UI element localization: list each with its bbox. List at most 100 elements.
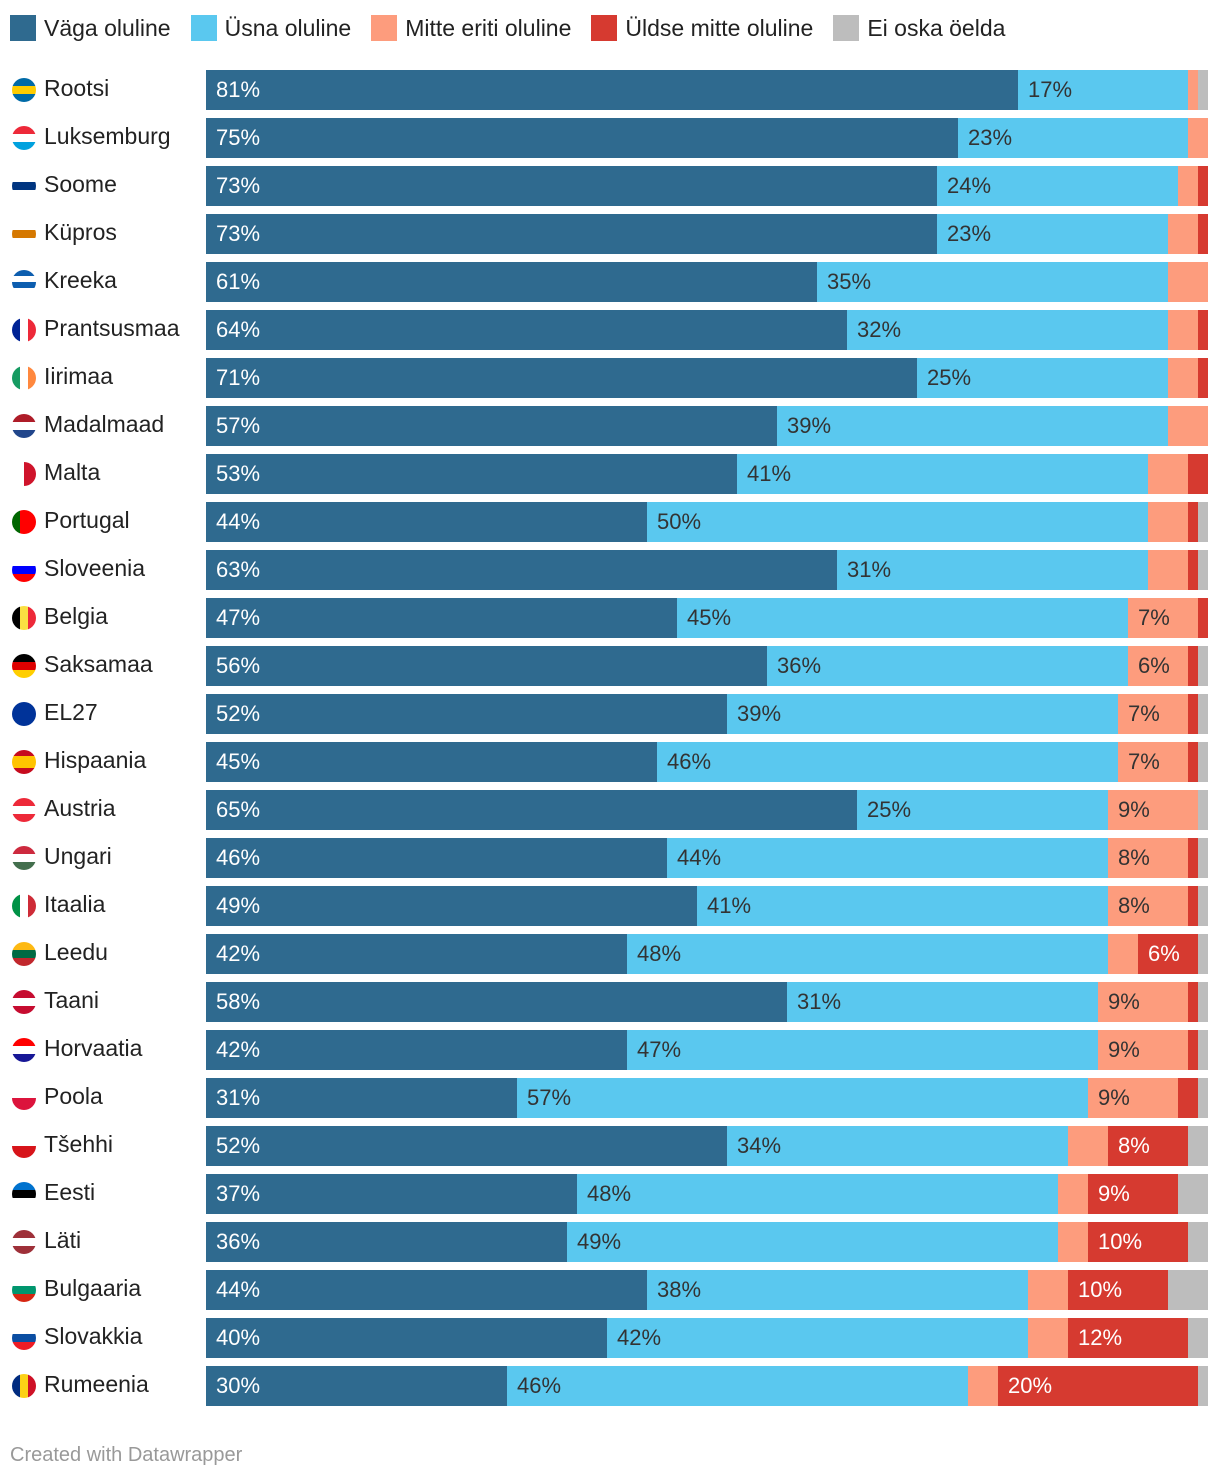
data-label: 44% bbox=[216, 1277, 261, 1302]
bar-segment bbox=[1068, 1126, 1108, 1166]
data-label: 42% bbox=[216, 1037, 261, 1062]
data-label: 52% bbox=[216, 1133, 261, 1158]
bar-row: 44% 50% bbox=[206, 502, 1208, 542]
data-label: 45% bbox=[687, 605, 732, 630]
bar-segment bbox=[1178, 166, 1198, 206]
bar-segment bbox=[647, 1270, 1028, 1310]
data-label: 73% bbox=[216, 221, 261, 246]
bar-segment bbox=[817, 262, 1168, 302]
bar-segment bbox=[1168, 1270, 1208, 1310]
bar-segment bbox=[1188, 502, 1198, 542]
bar-segment bbox=[1108, 886, 1188, 926]
bar-segment bbox=[1168, 358, 1198, 398]
flag-bulgaria-icon bbox=[12, 1278, 36, 1302]
data-label: 48% bbox=[587, 1181, 632, 1206]
bar-segment bbox=[206, 166, 937, 206]
data-label: 37% bbox=[216, 1181, 261, 1206]
bar-row: 42% 48% 6% bbox=[206, 934, 1208, 974]
bar-row: 42% 47% 9% bbox=[206, 1030, 1208, 1070]
legend-item: Väga oluline bbox=[10, 15, 171, 42]
data-label: 48% bbox=[637, 941, 682, 966]
bar-segment bbox=[206, 1174, 577, 1214]
bar-segment bbox=[1118, 742, 1188, 782]
flag-austria-icon bbox=[12, 798, 36, 822]
bar-segment bbox=[206, 1270, 647, 1310]
country-label: Malta bbox=[44, 459, 101, 485]
bar-row: 49% 41% 8% bbox=[206, 886, 1208, 926]
bar-segment bbox=[1198, 838, 1208, 878]
bar-segment bbox=[1188, 838, 1198, 878]
data-label: 31% bbox=[797, 989, 842, 1014]
bar-segment bbox=[968, 1366, 998, 1406]
flag-sweden-icon bbox=[12, 78, 36, 102]
country-label: Hispaania bbox=[44, 747, 147, 773]
bar-segment bbox=[1198, 502, 1208, 542]
bar-segment bbox=[567, 1222, 1058, 1262]
flag-poland-icon bbox=[12, 1086, 36, 1110]
data-label: 65% bbox=[216, 797, 261, 822]
bar-segment bbox=[1198, 214, 1208, 254]
data-label: 53% bbox=[216, 461, 261, 486]
bar-segment bbox=[787, 982, 1098, 1022]
country-label: Portugal bbox=[44, 507, 130, 533]
bar-row: 53% 41% bbox=[206, 454, 1208, 494]
bar-segment bbox=[1168, 406, 1208, 446]
bar-segment bbox=[1088, 1078, 1178, 1118]
bar-segment bbox=[1088, 1222, 1188, 1262]
bar-segment bbox=[507, 1366, 968, 1406]
bar-segment bbox=[1198, 886, 1208, 926]
legend-label: Mitte eriti oluline bbox=[405, 14, 572, 41]
country-label: Iirimaa bbox=[44, 363, 114, 389]
data-label: 64% bbox=[216, 317, 261, 342]
bar-segment bbox=[1198, 70, 1208, 110]
flag-france-icon bbox=[12, 318, 36, 342]
bar-segment bbox=[1178, 1174, 1208, 1214]
country-label: Belgia bbox=[44, 603, 108, 629]
bar-segment bbox=[1108, 1126, 1188, 1166]
bar-segment bbox=[1188, 1318, 1208, 1358]
credit-text: Created with Datawrapper bbox=[10, 1444, 243, 1466]
data-label: 8% bbox=[1118, 893, 1150, 918]
bar-row: 37% 48% 9% bbox=[206, 1174, 1208, 1214]
bar-segment bbox=[1068, 1318, 1188, 1358]
bar-segment bbox=[206, 934, 627, 974]
bar-segment bbox=[1198, 310, 1208, 350]
bar-row: 61% 35% bbox=[206, 262, 1208, 302]
data-label: 6% bbox=[1148, 941, 1180, 966]
data-label: 7% bbox=[1128, 701, 1160, 726]
bar-row: 63% 31% bbox=[206, 550, 1208, 590]
data-label: 75% bbox=[216, 125, 261, 150]
bar-segment bbox=[1148, 550, 1188, 590]
bar-row: 75% 23% bbox=[206, 118, 1208, 158]
country-label: Kreeka bbox=[44, 267, 117, 293]
data-label: 42% bbox=[216, 941, 261, 966]
bar-segment bbox=[1068, 1270, 1168, 1310]
bar-segment bbox=[206, 406, 777, 446]
bar-row: 81% 17% bbox=[206, 70, 1208, 110]
bar-segment bbox=[647, 502, 1148, 542]
bar-segment bbox=[206, 598, 677, 638]
bar-segment bbox=[206, 1366, 507, 1406]
bar-row: 56% 36% 6% bbox=[206, 646, 1208, 686]
bar-segment bbox=[1058, 1174, 1088, 1214]
bar-segment bbox=[1188, 1126, 1208, 1166]
data-label: 41% bbox=[747, 461, 792, 486]
legend-item: Üsna oluline bbox=[190, 15, 351, 42]
country-label: Sloveenia bbox=[44, 555, 146, 581]
bar-segment bbox=[958, 118, 1188, 158]
data-label: 49% bbox=[216, 893, 261, 918]
data-label: 17% bbox=[1028, 77, 1073, 102]
bar-row: 30% 46% 20% bbox=[206, 1366, 1208, 1406]
flag-germany-icon bbox=[12, 654, 36, 678]
bar-segment bbox=[206, 742, 657, 782]
bar-segment bbox=[677, 598, 1128, 638]
data-label: 44% bbox=[216, 509, 261, 534]
bar-segment bbox=[1198, 742, 1208, 782]
data-label: 23% bbox=[968, 125, 1013, 150]
bar-segment bbox=[1198, 358, 1208, 398]
bar-segment bbox=[1198, 646, 1208, 686]
legend-label: Ei oska öelda bbox=[867, 14, 1006, 41]
bar-segment bbox=[1188, 1030, 1198, 1070]
bar-row: 73% 24% bbox=[206, 166, 1208, 206]
flag-eu-icon bbox=[12, 702, 36, 726]
